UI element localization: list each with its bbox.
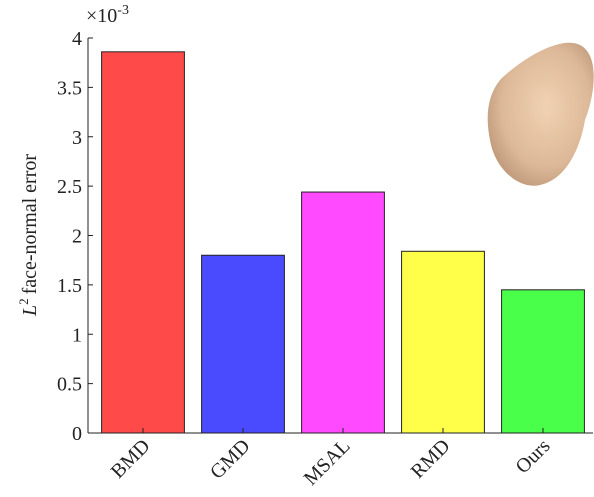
y-tick-label: 3.5 <box>57 77 82 99</box>
y-tick-label: 3 <box>72 127 82 149</box>
y-tick-label: 0.5 <box>57 374 82 396</box>
bar <box>502 290 585 433</box>
bar <box>402 251 485 433</box>
y-tick-label: 1 <box>72 324 82 346</box>
y-tick-label: 0 <box>72 423 82 445</box>
x-tick-label: Ours <box>511 435 554 478</box>
y-multiplier: ×10-3 <box>86 3 129 27</box>
x-tick-label: BMD <box>107 435 155 483</box>
x-tick-label: RMD <box>407 435 455 483</box>
chart: ×10-3 L2face-normal error 0 0.5 1 1.5 2 2.5 3 3… <box>0 0 594 497</box>
y-tick-label: 2 <box>72 226 82 248</box>
y-tick-label: 1.5 <box>57 275 82 297</box>
bar <box>102 52 185 433</box>
bar <box>202 255 285 433</box>
bar <box>302 192 385 433</box>
y-tick-label: 4 <box>72 28 82 50</box>
page: {"chart_data": {"type": "bar", "y_multip… <box>0 0 594 497</box>
x-tick-label: GMD <box>206 435 255 484</box>
y-axis-label: L2face-normal error <box>16 154 41 317</box>
shape-render <box>488 43 594 186</box>
y-tick-label: 2.5 <box>57 176 82 198</box>
x-tick-label: MSAL <box>300 435 355 490</box>
